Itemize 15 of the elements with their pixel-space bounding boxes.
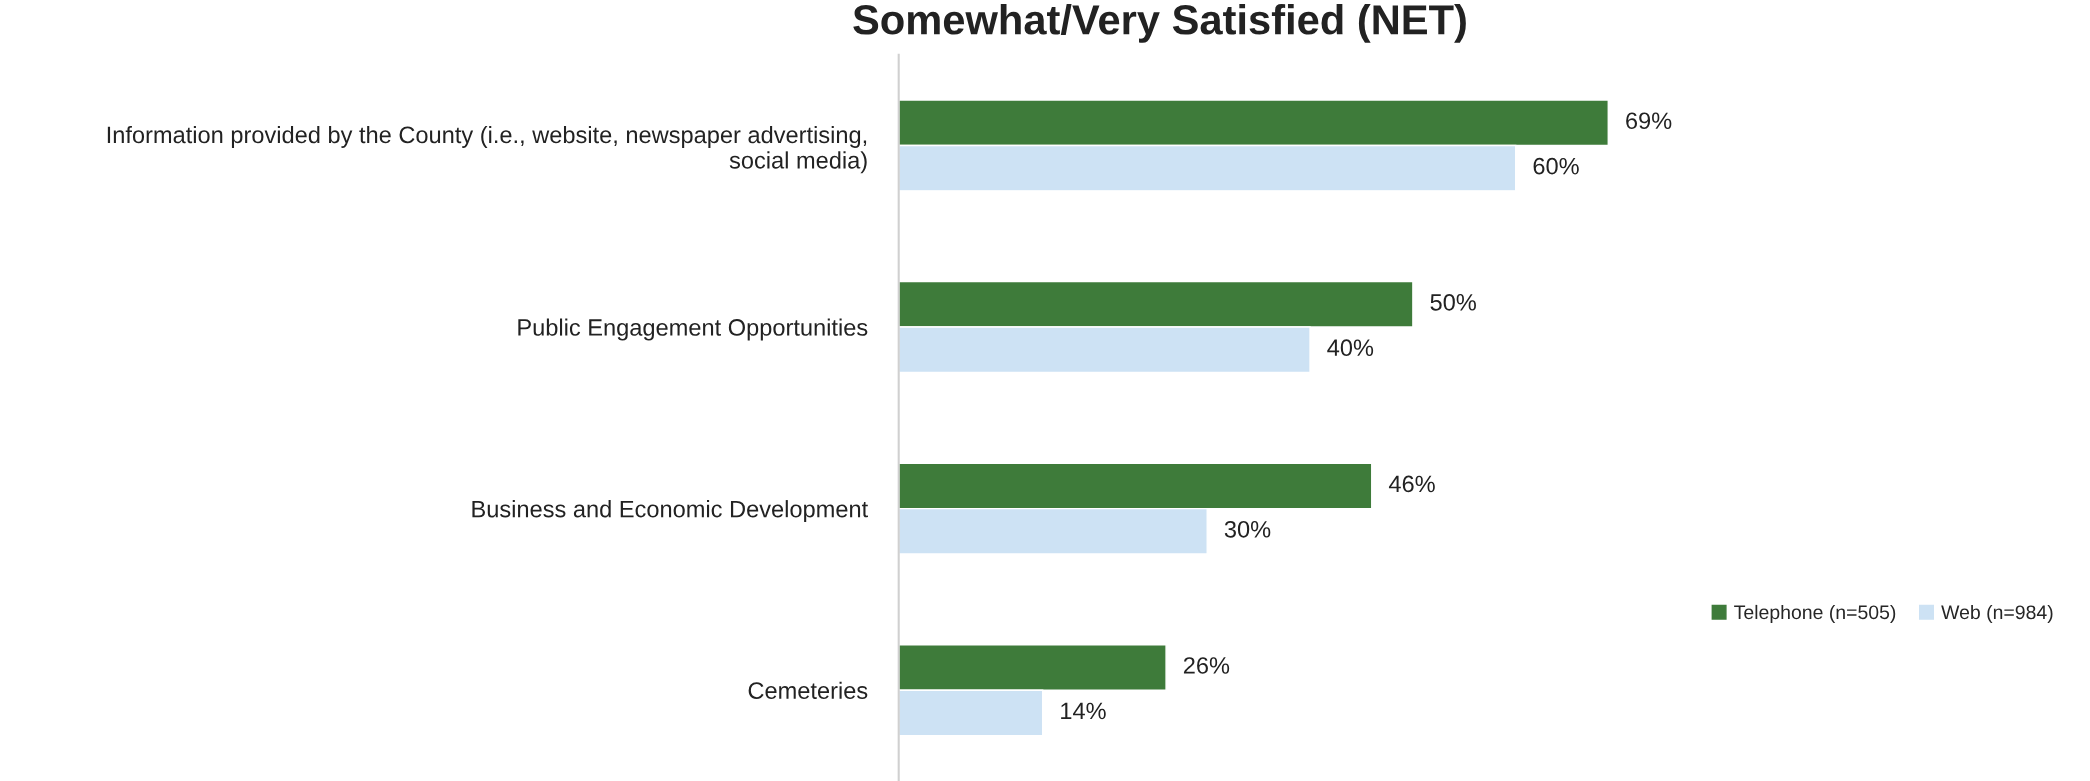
y-tick-label: Information provided by the County (i.e., website, newspaper advertising, social media) [107,125,867,174]
data-label: 14% [1061,702,1106,720]
data-label: 40% [1327,339,1374,357]
data-label: 46% [1388,475,1435,493]
data-label: 30% [1224,520,1271,538]
data-label: 50% [1430,293,1476,311]
data-label: 60% [1533,157,1579,175]
legend-label: Web (n=984) [1941,604,2053,623]
legend-label: Telephone (n=505) [1734,604,1896,624]
chart-title: Somewhat/Very Satisfied (NET) [853,4,1466,43]
y-tick-label: Public Engagement Opportunities [518,318,868,341]
y-tick-label: Business and Economic Development [472,500,868,523]
data-label: 26% [1183,657,1230,674]
data-label: 69% [1626,112,1672,130]
y-tick-label: Cemeteries [748,681,868,699]
